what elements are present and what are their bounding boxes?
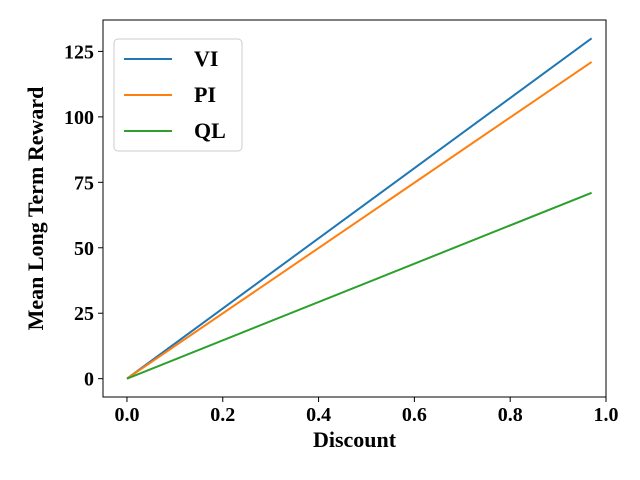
y-tick-label: 0 [84, 369, 94, 391]
axes-frame [102, 19, 607, 398]
y-tick-label: 50 [74, 238, 94, 260]
x-axis-title: Discount [313, 427, 397, 452]
legend-frame [113, 38, 243, 152]
x-axis-ticks: 0.0 0.2 0.4 0.6 0.8 1.0 [114, 397, 619, 426]
y-tick-label: 75 [74, 172, 94, 194]
legend-label-ql: QL [194, 118, 226, 143]
x-tick-label: 0.0 [114, 404, 139, 426]
legend-label-pi: PI [194, 82, 216, 107]
x-tick-label: 0.6 [402, 404, 427, 426]
legend-label-vi: VI [194, 46, 218, 71]
plot-frame [102, 19, 607, 398]
legend: VI PI QL [113, 38, 243, 152]
x-tick-label: 0.8 [498, 404, 523, 426]
y-tick-label: 25 [74, 303, 94, 325]
series-line-pi [126, 61, 593, 380]
series-line-ql [126, 191, 593, 380]
x-tick-label: 0.2 [210, 404, 235, 426]
x-tick-label: 1.0 [594, 404, 619, 426]
y-axis-ticks: 0 25 50 75 100 125 [64, 41, 103, 391]
series-line-vi [126, 37, 593, 380]
y-tick-label: 100 [64, 107, 94, 129]
x-tick-label: 0.4 [306, 404, 331, 426]
plot-lines [126, 37, 593, 380]
y-axis-title: Mean Long Term Reward [23, 87, 48, 331]
y-tick-label: 125 [64, 41, 94, 63]
